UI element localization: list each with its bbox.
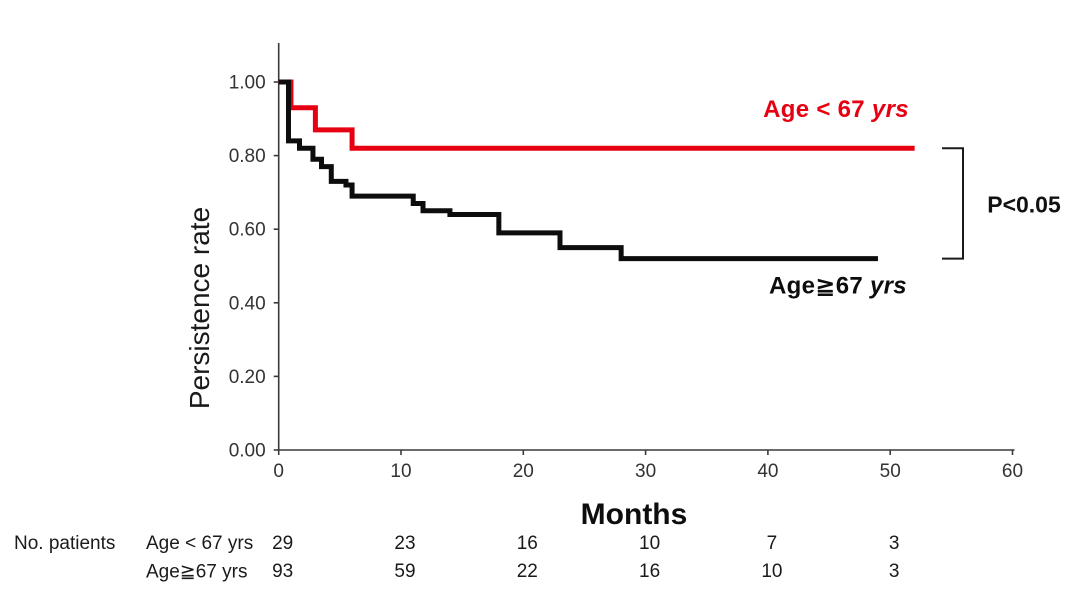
series-label-age-under-67-units: yrs (871, 96, 909, 123)
risk-count: 23 (394, 533, 416, 554)
p-value-label: P<0.05 (987, 191, 1061, 218)
series-label-age-over-67: Age≧67 yrs (769, 272, 907, 301)
km-curve-1 (278, 79, 878, 262)
risk-count: 22 (516, 561, 538, 582)
risk-count: 10 (761, 561, 783, 582)
x-tick-label: 40 (757, 461, 778, 482)
series-label-age-over-67-units: yrs (870, 272, 907, 300)
y-tick-label: 0.40 (229, 293, 266, 314)
x-tick-label: 10 (390, 461, 411, 482)
risk-count: 16 (516, 533, 538, 554)
risk-table-row-label-over-67: Age≧67 yrs (146, 561, 248, 583)
x-axis-title: Months (580, 498, 688, 531)
comparison-bracket (942, 147, 964, 260)
risk-count: 16 (639, 561, 661, 582)
x-tick-label: 30 (635, 461, 656, 482)
y-tick-label: 0.20 (229, 367, 266, 388)
risk-table-header: No. patients (14, 533, 116, 554)
risk-count: 10 (639, 533, 661, 554)
y-tick-label: 0.00 (229, 441, 266, 462)
series-label-age-under-67: Age < 67 yrs (763, 96, 909, 124)
y-tick-label: 1.00 (229, 73, 266, 94)
risk-count: 93 (272, 561, 294, 582)
y-tick-label: 0.60 (229, 220, 266, 241)
x-tick-label: 0 (273, 461, 284, 482)
risk-count: 7 (766, 533, 778, 554)
x-tick-label: 50 (880, 461, 901, 482)
risk-count: 29 (272, 533, 294, 554)
risk-count: 3 (888, 561, 900, 582)
risk-count: 59 (394, 561, 416, 582)
series-label-age-over-67-text: Age≧67 (769, 272, 864, 300)
risk-count: 3 (888, 533, 900, 554)
series-label-age-under-67-text: Age < 67 (763, 96, 865, 123)
y-tick-label: 0.80 (229, 146, 266, 167)
x-tick-label: 20 (513, 461, 534, 482)
risk-table-row-label-under-67: Age < 67 yrs (146, 533, 254, 554)
x-tick-label: 60 (1002, 461, 1023, 482)
y-axis-title: Persistence rate (184, 206, 215, 410)
